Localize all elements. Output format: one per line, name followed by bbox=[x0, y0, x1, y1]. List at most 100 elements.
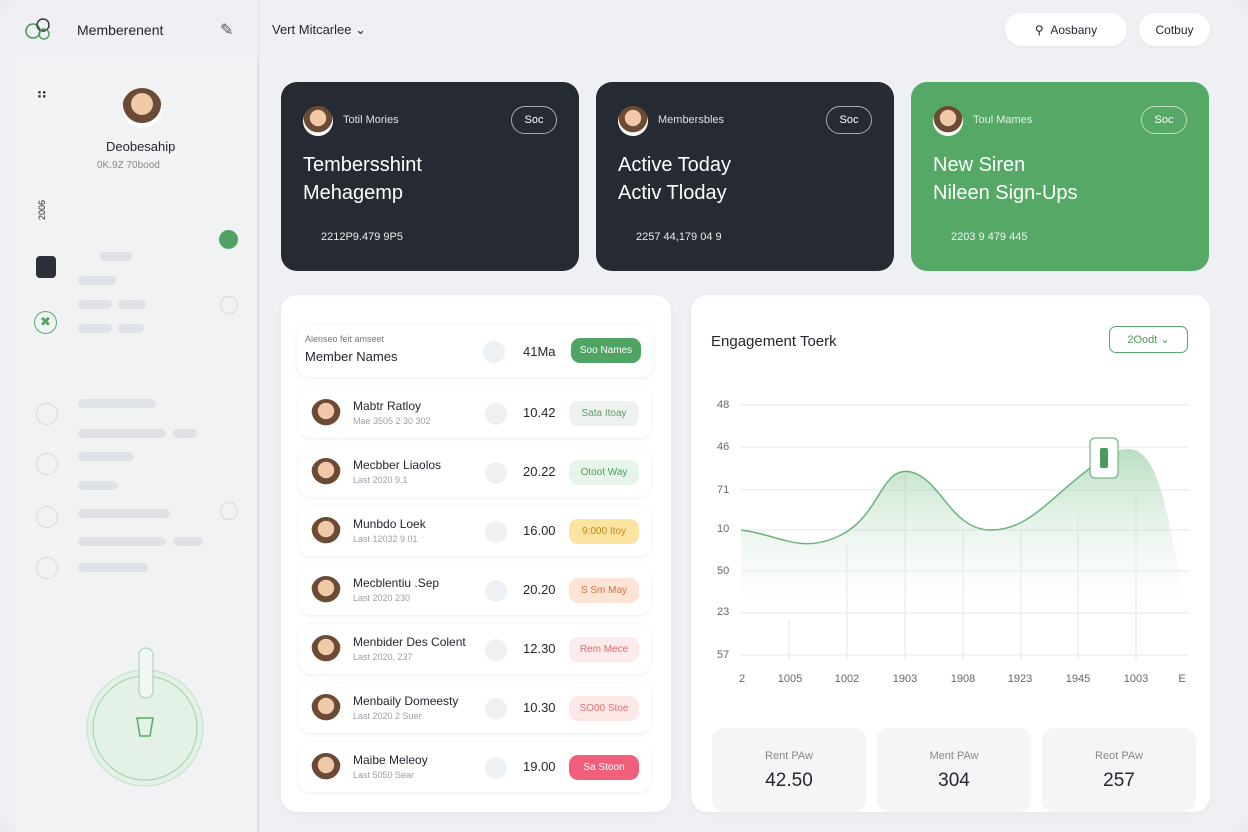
x-label: 1005 bbox=[777, 673, 803, 685]
placeholder bbox=[78, 300, 112, 309]
ring bbox=[220, 296, 238, 314]
placeholder bbox=[173, 537, 203, 546]
placeholder bbox=[118, 324, 144, 333]
members-icon bbox=[483, 341, 505, 363]
range-select[interactable]: 2Oodt ⌄ bbox=[1109, 326, 1188, 353]
nav-icon[interactable] bbox=[36, 506, 58, 528]
range-text: 2Oodt bbox=[1127, 333, 1158, 346]
placeholder bbox=[78, 481, 118, 490]
brand: Memberenent bbox=[77, 22, 164, 38]
placeholder bbox=[118, 300, 146, 309]
x-label: 1003 bbox=[1123, 673, 1149, 685]
member-sub: Mae 3505 2 30 302 bbox=[353, 416, 431, 426]
member-row[interactable]: Mabtr Ratloy Mae 3505 2 30 302 10.42 Sata I… bbox=[299, 388, 651, 438]
stat-value: 42.50 bbox=[765, 770, 813, 791]
y-label: 48 bbox=[717, 399, 730, 411]
member-icon bbox=[485, 580, 507, 602]
member-name: Mabtr Ratloy bbox=[353, 399, 422, 413]
placeholder bbox=[78, 429, 166, 438]
card-button[interactable]: Soc bbox=[511, 106, 557, 134]
x-label: 2 bbox=[738, 673, 746, 685]
logo bbox=[25, 18, 50, 40]
vertical-label: 2006 bbox=[37, 199, 48, 221]
card-title: Active Today bbox=[618, 154, 732, 176]
search[interactable]: ⚲ Aosbany bbox=[1005, 13, 1127, 46]
stat-value: 257 bbox=[1103, 770, 1135, 791]
member-sub: Last 2020 230 bbox=[353, 593, 411, 603]
card-button[interactable]: Soc bbox=[826, 106, 872, 134]
stat-label: Reot PAw bbox=[1095, 750, 1143, 762]
stat-box: Reot PAw 257 bbox=[1042, 728, 1196, 812]
search-text: Aosbany bbox=[1050, 22, 1098, 37]
x-label: 1923 bbox=[1007, 673, 1033, 685]
card-avatar bbox=[303, 106, 333, 136]
card-title: New Siren bbox=[933, 154, 1026, 176]
placeholder bbox=[78, 399, 156, 408]
member-badge[interactable]: Sata Itoay bbox=[569, 401, 639, 426]
x-label: E bbox=[1178, 673, 1186, 685]
placeholder bbox=[173, 429, 197, 438]
card-title: Nileen Sign-Ups bbox=[933, 182, 1078, 204]
illustration bbox=[86, 647, 204, 787]
member-row[interactable]: Mecblentiu .Sep Last 2020 230 20.20 S Sm Ma… bbox=[299, 565, 651, 615]
member-icon bbox=[485, 698, 507, 720]
user-avatar bbox=[122, 88, 162, 128]
card-stat: 2257 44,179 04 9 bbox=[636, 231, 722, 243]
placeholder bbox=[78, 509, 170, 518]
card-avatar bbox=[933, 106, 963, 136]
stat-label: Ment PAw bbox=[929, 750, 979, 762]
nav-icon[interactable] bbox=[36, 557, 58, 579]
edit-icon[interactable]: ✎ bbox=[220, 22, 234, 39]
members-button[interactable]: Soo Names bbox=[571, 338, 641, 363]
stat-box: Rent PAw 42.50 bbox=[712, 728, 866, 812]
member-sub: Last 12032 9 01 bbox=[353, 534, 418, 544]
member-avatar bbox=[311, 753, 341, 783]
header-button-text: Cotbuy bbox=[1155, 22, 1194, 37]
member-avatar bbox=[311, 576, 341, 606]
placeholder bbox=[100, 252, 132, 261]
x-label: 1945 bbox=[1065, 673, 1091, 685]
member-badge[interactable]: SO00 Stoe bbox=[569, 696, 639, 721]
member-row[interactable]: Maibe Meleoy Last 5050 Sear 19.00 Sa Stoon bbox=[299, 742, 651, 792]
placeholder bbox=[78, 276, 116, 285]
card-stat: 2212P9.479 9P5 bbox=[321, 231, 403, 243]
nav-icon[interactable] bbox=[36, 256, 56, 278]
member-sub: Last 2020 9.1 bbox=[353, 475, 408, 485]
workspace-select[interactable]: Vert Mitcarlee ⌄ bbox=[272, 22, 366, 37]
members-header: Alenseo feit amseet Member Names 41Ma Soo N… bbox=[297, 325, 653, 377]
member-badge[interactable]: Sa Stoon bbox=[569, 755, 639, 780]
status-dot bbox=[219, 230, 238, 249]
member-row[interactable]: Mecbber Liaolos Last 2020 9.1 20.22 Otoot W… bbox=[299, 447, 651, 497]
card-button[interactable]: Soc bbox=[1141, 106, 1187, 134]
member-name: Menbaily Domeesty bbox=[353, 694, 459, 708]
x-label: 1908 bbox=[950, 673, 976, 685]
user-name: Deobesahip bbox=[106, 139, 176, 154]
member-avatar bbox=[311, 517, 341, 547]
nav-icon[interactable] bbox=[36, 453, 58, 475]
member-row[interactable]: Menbider Des Colent Last 2020, 237 12.30 Re… bbox=[299, 624, 651, 674]
y-label: 46 bbox=[717, 441, 730, 453]
card-label: Membersbles bbox=[658, 114, 725, 126]
member-badge[interactable]: Otoot Way bbox=[569, 460, 639, 485]
member-row[interactable]: Munbdo Loek Last 12032 9 01 16.00 9:000 Ito… bbox=[299, 506, 651, 556]
member-badge[interactable]: Rem Mece bbox=[569, 637, 639, 662]
stat-card: Membersbles Soc Active Today Activ Tloday 22… bbox=[596, 82, 894, 271]
member-value: 10.30 bbox=[523, 700, 556, 715]
stat-value: 304 bbox=[938, 770, 970, 791]
engagement-chart bbox=[740, 404, 1189, 660]
nav-icon[interactable] bbox=[36, 403, 58, 425]
member-name: Menbider Des Colent bbox=[353, 635, 466, 649]
member-row[interactable]: Menbaily Domeesty Last 2020 2 Suer 10.30 SO… bbox=[299, 683, 651, 733]
nav-icon[interactable]: ✖ bbox=[34, 311, 57, 334]
members-panel: Alenseo feit amseet Member Names 41Ma Soo N… bbox=[281, 295, 671, 812]
member-sub: Last 2020 2 Suer bbox=[353, 711, 422, 721]
header-button[interactable]: Cotbuy bbox=[1139, 13, 1210, 46]
menu-icon[interactable]: ⠶ bbox=[36, 86, 48, 103]
member-badge[interactable]: S Sm May bbox=[569, 578, 639, 603]
member-name: Mecblentiu .Sep bbox=[353, 576, 440, 590]
member-value: 20.20 bbox=[523, 582, 556, 597]
x-label: 1002 bbox=[834, 673, 860, 685]
member-badge[interactable]: 9:000 Itoy bbox=[569, 519, 639, 544]
member-value: 12.30 bbox=[523, 641, 556, 656]
